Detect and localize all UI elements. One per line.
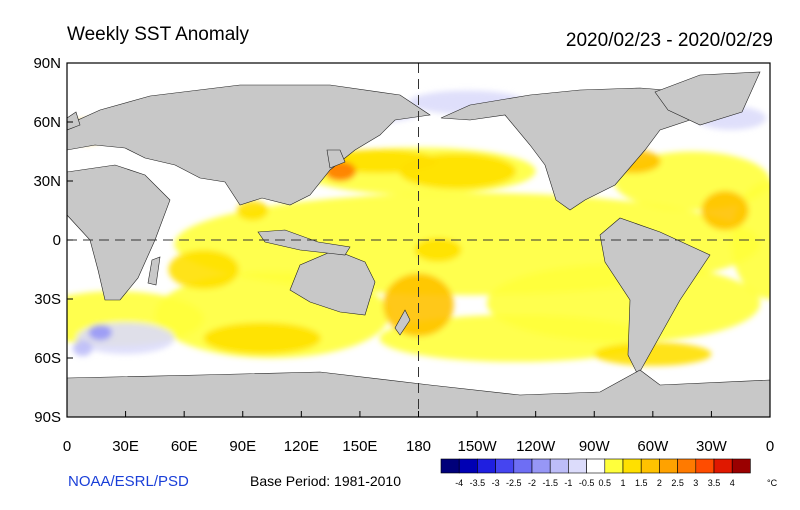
x-tick-label: 60E bbox=[171, 438, 198, 455]
legend-tick-label: -0.5 bbox=[579, 478, 595, 488]
legend-color-box bbox=[440, 458, 460, 474]
anomaly-region bbox=[236, 200, 269, 221]
legend-color-box bbox=[622, 458, 642, 474]
x-tick-label: 0 bbox=[766, 438, 774, 455]
y-tick-label: 90N bbox=[33, 55, 61, 72]
legend-color-box bbox=[586, 458, 606, 474]
anomaly-region bbox=[72, 340, 93, 357]
anomaly-region bbox=[203, 322, 321, 355]
legend-color-box bbox=[458, 458, 478, 474]
legend-color-box bbox=[731, 458, 751, 474]
legend-color-box bbox=[677, 458, 697, 474]
legend-tick-label: -1 bbox=[564, 478, 572, 488]
reference-lines bbox=[67, 63, 770, 417]
x-tick-label: 180 bbox=[406, 438, 431, 455]
date-range: 2020/02/23 - 2020/02/29 bbox=[565, 30, 773, 51]
land-new-zealand bbox=[394, 309, 411, 336]
legend-tick-labels: -4 -3.5 -3 -2.5 -2 -1.5 -1 -0.5 0.5 1 1.5 2 2.5 3 3.5 4 bbox=[455, 478, 735, 488]
legend-tick-label: 4 bbox=[730, 478, 735, 488]
land-north-america bbox=[440, 87, 721, 211]
anomaly-region bbox=[594, 342, 712, 366]
x-tick-label: 90W bbox=[579, 438, 611, 455]
y-tick-label: 60S bbox=[34, 350, 61, 367]
x-tick-label: 30W bbox=[696, 438, 728, 455]
legend-color-box bbox=[495, 458, 515, 474]
land-europe-asia bbox=[67, 84, 431, 206]
land-antarctica bbox=[67, 369, 770, 417]
legend-tick-label: 2 bbox=[657, 478, 662, 488]
anomaly-region bbox=[168, 249, 239, 290]
land-africa bbox=[67, 164, 171, 301]
legend-tick-label: -2.5 bbox=[506, 478, 522, 488]
land-australia bbox=[289, 249, 376, 316]
legend-color-box bbox=[477, 458, 496, 474]
base-period-label: Base Period: 1981-2010 bbox=[250, 473, 401, 489]
y-tick-label: 90S bbox=[34, 409, 61, 426]
legend-color-box bbox=[713, 458, 733, 474]
legend-tick-label: -1.5 bbox=[542, 478, 558, 488]
legend-unit: °C bbox=[767, 478, 778, 488]
x-tick-label: 150W bbox=[457, 438, 497, 455]
landmasses bbox=[67, 71, 770, 417]
x-tick-label: 120W bbox=[516, 438, 556, 455]
y-tick-label: 30S bbox=[34, 291, 61, 308]
land-south-america bbox=[599, 217, 711, 376]
legend-tick-label: -3 bbox=[492, 478, 500, 488]
legend-color-box bbox=[549, 458, 569, 474]
x-tick-label: 150E bbox=[342, 438, 377, 455]
land-greenland bbox=[654, 71, 761, 126]
x-tick-label: 0 bbox=[63, 438, 71, 455]
legend-color-box bbox=[531, 458, 551, 474]
anomaly-region bbox=[379, 314, 653, 362]
y-tick-label: 60N bbox=[33, 114, 61, 131]
x-tick-label: 120E bbox=[284, 438, 319, 455]
credit-label: NOAA/ESRL/PSD bbox=[68, 473, 189, 490]
legend-tick-label: 3.5 bbox=[708, 478, 721, 488]
legend-color-box bbox=[568, 458, 587, 474]
x-axis: 0 30E 60E 90E 120E 150E 180 150W 120W 90W 60W 30W 0 bbox=[63, 411, 774, 455]
legend-tick-label: 1.5 bbox=[635, 478, 648, 488]
legend-tick-label: -2 bbox=[528, 478, 536, 488]
land-madagascar bbox=[147, 256, 161, 286]
anomaly-region bbox=[701, 190, 749, 231]
anomaly-fields bbox=[67, 90, 770, 366]
land-japan bbox=[326, 149, 346, 169]
legend-tick-label: -4 bbox=[455, 478, 463, 488]
legend-tick-label: 3 bbox=[693, 478, 698, 488]
legend-color-box bbox=[640, 458, 660, 474]
x-tick-label: 90E bbox=[229, 438, 256, 455]
legend-color-box bbox=[513, 458, 533, 474]
color-legend: -4 -3.5 -3 -2.5 -2 -1.5 -1 -0.5 0.5 1 1.5 2 2.5 3 3.5 4… bbox=[440, 458, 778, 488]
legend-color-boxes bbox=[440, 458, 751, 474]
legend-tick-label: -3.5 bbox=[470, 478, 486, 488]
sst-anomaly-map: 0 30E 60E 90E 120E 150E 180 150W 120W 90W 60W 30W 0 … bbox=[33, 55, 774, 455]
x-tick-label: 60W bbox=[637, 438, 669, 455]
legend-tick-label: 1 bbox=[620, 478, 625, 488]
legend-color-box bbox=[659, 458, 678, 474]
anomaly-region bbox=[88, 324, 112, 341]
anomaly-region bbox=[414, 238, 462, 262]
y-tick-label: 0 bbox=[53, 232, 61, 249]
legend-tick-label: 2.5 bbox=[671, 478, 684, 488]
legend-tick-label: 0.5 bbox=[599, 478, 612, 488]
y-tick-label: 30N bbox=[33, 173, 61, 190]
land-uk bbox=[67, 111, 81, 131]
legend-color-box bbox=[695, 458, 715, 474]
y-axis: 90N 60N 30N 0 30S 60S 90S bbox=[33, 55, 73, 426]
map-title: Weekly SST Anomaly bbox=[67, 24, 249, 45]
legend-color-box bbox=[604, 458, 624, 474]
land-indonesia bbox=[257, 229, 351, 256]
x-tick-label: 30E bbox=[112, 438, 139, 455]
